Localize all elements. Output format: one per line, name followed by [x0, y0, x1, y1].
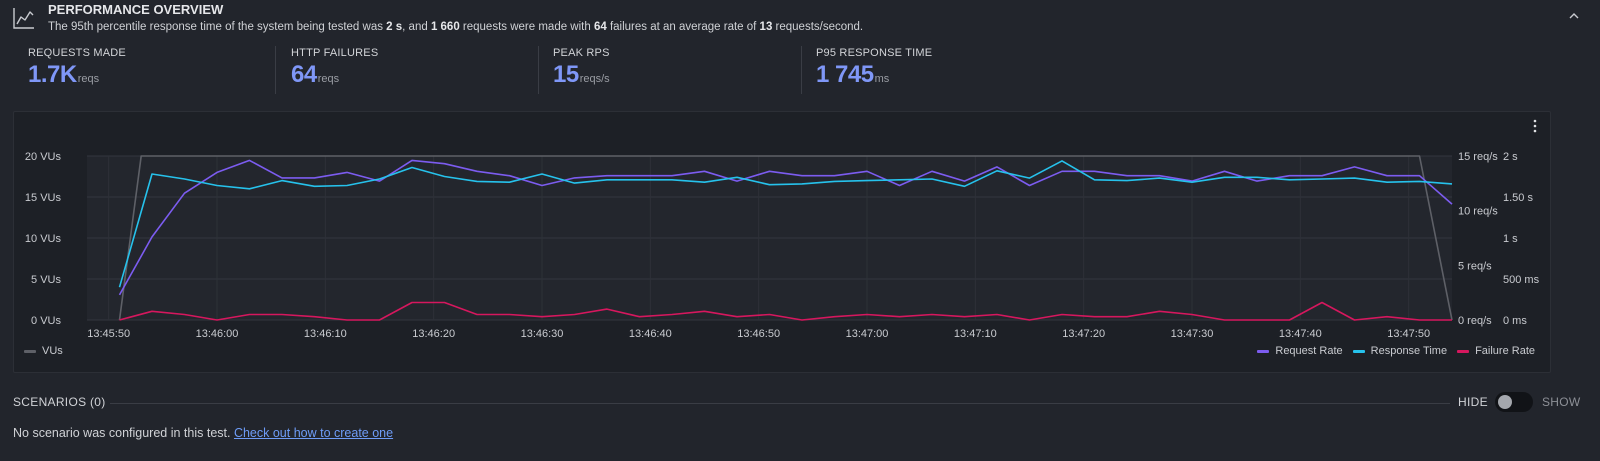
x-tick-label: 13:47:10 — [954, 328, 997, 340]
stat-http-failures: HTTP FAILURES 64reqs — [291, 47, 379, 88]
performance-summary: The 95th percentile response time of the… — [48, 21, 864, 33]
divider — [275, 46, 276, 94]
legend-swatch — [24, 349, 36, 353]
x-tick-label: 13:47:20 — [1062, 328, 1105, 340]
y-tick-label-reqs: 10 req/s — [1458, 206, 1498, 218]
x-tick-label: 13:47:30 — [1171, 328, 1214, 340]
vus-series-line — [118, 155, 1453, 321]
y-tick-label-time: 1 s — [1503, 233, 1518, 245]
x-tick-label: 13:46:30 — [521, 328, 564, 340]
x-tick-label: 13:46:00 — [196, 328, 239, 340]
y-tick-label-vus: 10 VUs — [25, 233, 62, 245]
y-tick-label-vus: 0 VUs — [31, 315, 61, 327]
x-tick-label: 13:47:00 — [846, 328, 889, 340]
chevron-up-icon[interactable] — [1566, 8, 1582, 24]
x-tick-label: 13:47:40 — [1279, 328, 1322, 340]
show-label[interactable]: SHOW — [1542, 395, 1581, 409]
x-tick-label: 13:46:50 — [737, 328, 780, 340]
no-scenario-message: No scenario was configured in this test.… — [13, 426, 394, 440]
performance-overview-header: PERFORMANCE OVERVIEW The 95th percentile… — [0, 0, 1600, 40]
scenarios-toggle[interactable] — [1495, 392, 1533, 412]
create-scenario-link[interactable]: Check out how to create one — [233, 426, 394, 440]
request-rate-series-line — [118, 159, 1453, 296]
failure-rate-series-line — [119, 301, 1452, 321]
response-time-series-line — [118, 160, 1453, 288]
stat-peak-rps: PEAK RPS 15reqs/s — [553, 47, 610, 88]
x-tick-label: 13:45:50 — [87, 328, 130, 340]
stat-requests-made: REQUESTS MADE 1.7Kreqs — [28, 47, 126, 88]
toggle-knob — [1498, 395, 1512, 409]
page-title: PERFORMANCE OVERVIEW — [48, 2, 224, 17]
performance-chart: 13:45:50 13:46:00 13:46:10 13:46:20 13:46:30… — [25, 151, 1540, 340]
scenarios-title: SCENARIOS (0) — [13, 395, 106, 409]
divider — [538, 46, 539, 94]
divider — [110, 403, 1450, 404]
x-tick-label: 13:46:10 — [304, 328, 347, 340]
x-tick-label: 13:46:20 — [412, 328, 455, 340]
divider — [801, 46, 802, 94]
x-tick-label: 13:47:50 — [1387, 328, 1430, 340]
y-tick-label-time: 1.50 s — [1503, 192, 1533, 204]
hide-label[interactable]: HIDE — [1458, 395, 1488, 409]
y-tick-label-time: 500 ms — [1503, 274, 1540, 286]
more-vertical-icon[interactable] — [1528, 118, 1542, 134]
legend-right: Request Rate Response Time Failure Rate — [1257, 345, 1535, 357]
legend-swatch — [1457, 349, 1470, 353]
legend-left: VUs — [24, 345, 63, 357]
stat-p95-response-time: P95 RESPONSE TIME 1 745ms — [816, 47, 933, 88]
y-tick-label-vus: 15 VUs — [25, 192, 62, 204]
legend-item-response-time[interactable]: Response Time — [1352, 345, 1447, 357]
y-tick-label-reqs: 0 req/s — [1458, 315, 1492, 327]
y-tick-label-time: 0 ms — [1503, 315, 1527, 327]
x-tick-label: 13:46:40 — [629, 328, 672, 340]
performance-chart-panel: 13:45:50 13:46:00 13:46:10 13:46:20 13:46:30… — [13, 111, 1551, 373]
legend-item-vus[interactable]: VUs — [24, 345, 63, 357]
y-tick-label-vus: 20 VUs — [25, 151, 62, 163]
legend-item-failure-rate[interactable]: Failure Rate — [1457, 345, 1535, 357]
legend-swatch — [1352, 349, 1365, 353]
y-tick-label-reqs: 5 req/s — [1458, 260, 1492, 272]
y-tick-label-reqs: 15 req/s — [1458, 151, 1498, 163]
legend-swatch — [1257, 349, 1270, 353]
line-chart-icon — [13, 8, 34, 29]
y-tick-label-time: 2 s — [1503, 151, 1518, 163]
y-tick-label-vus: 5 VUs — [31, 274, 61, 286]
legend-item-request-rate[interactable]: Request Rate — [1257, 345, 1343, 357]
